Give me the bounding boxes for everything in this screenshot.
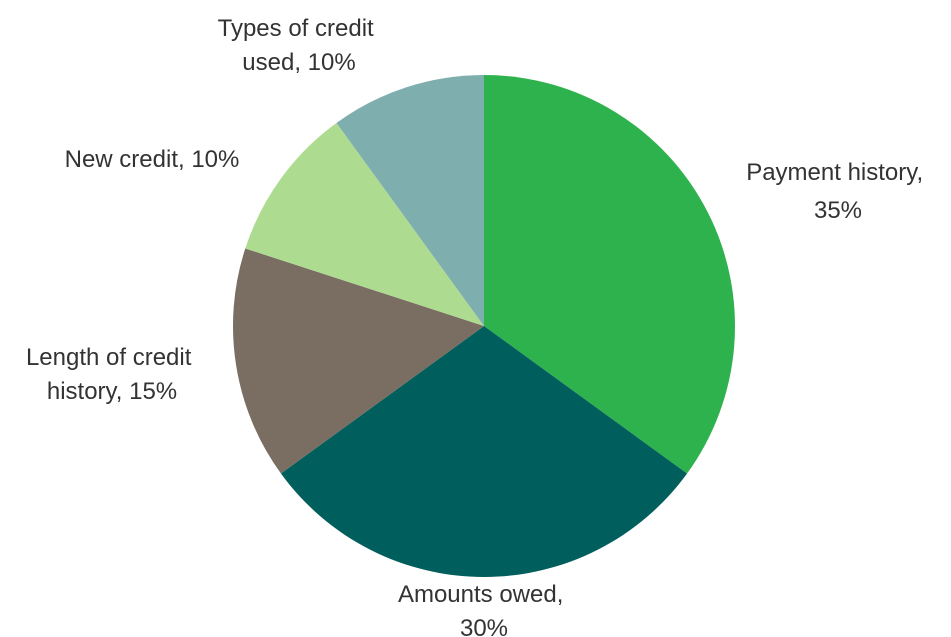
slice-label-payment-history: Payment history, 35% <box>746 159 930 224</box>
pie-slice-payment-history <box>484 75 735 474</box>
pie-slice-amounts-owed <box>280 326 688 577</box>
slice-label-types-of-credit-used: Types of credit used, 10% <box>218 15 381 76</box>
pie-slice-types-of-credit-used <box>336 75 484 326</box>
slice-label-length-of-credit-history: Length of credit history, 15% <box>26 344 198 405</box>
pie-slice-length-of-credit-history <box>232 248 484 474</box>
slice-labels: Payment history, 35% Amounts owed, 30% L… <box>26 15 930 637</box>
pie-slices <box>232 75 735 577</box>
pie-slice-new-credit <box>245 122 484 326</box>
slice-label-new-credit: New credit, 10% <box>65 146 240 173</box>
slice-label-amounts-owed: Amounts owed, 30% <box>398 581 570 637</box>
